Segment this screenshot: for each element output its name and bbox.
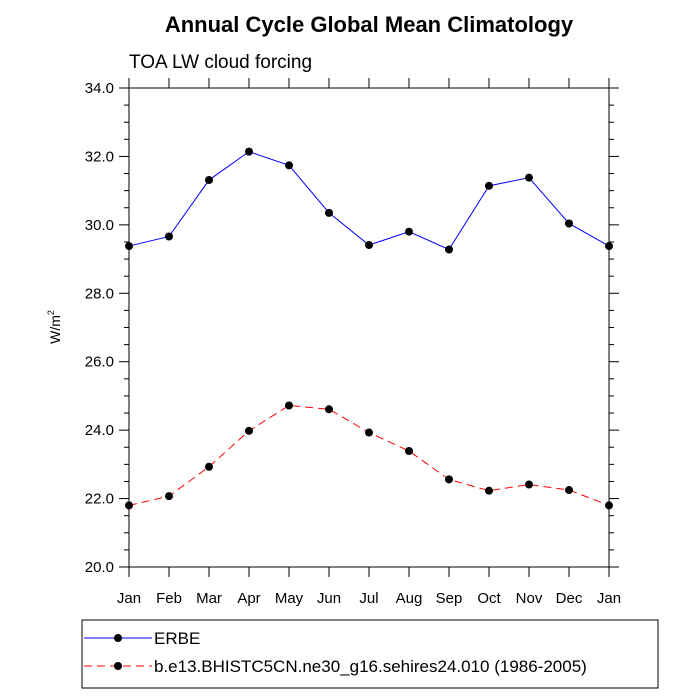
- series-1-point: [285, 161, 293, 170]
- series-1-point: [165, 232, 173, 241]
- legend-marker-2: [114, 662, 122, 670]
- y-axis-label: W/m2: [46, 310, 63, 344]
- legend-marker-1: [114, 634, 122, 642]
- y-tick-label: 30.0: [85, 217, 114, 234]
- x-tick-label: Mar: [196, 590, 222, 607]
- y-tick-label: 28.0: [85, 285, 114, 302]
- x-tick-label: Dec: [556, 590, 583, 607]
- plot-frame: [128, 87, 610, 568]
- series-1-point: [445, 245, 453, 254]
- x-tick-label: Nov: [516, 590, 543, 607]
- y-tick-label: 34.0: [85, 80, 114, 97]
- x-tick-label: May: [275, 590, 304, 607]
- chart-subtitle: TOA LW cloud forcing: [129, 52, 312, 73]
- x-tick-label: Jan: [597, 590, 621, 607]
- series-2-point: [325, 405, 333, 414]
- series-2-point: [445, 475, 453, 484]
- series-2-point: [605, 501, 613, 510]
- y-axis-label-unit: W/m: [47, 315, 63, 344]
- series-2-point: [565, 486, 573, 495]
- legend-label-2: b.e13.BHISTC5CN.ne30_g16.sehires24.010 (…: [154, 657, 587, 676]
- series-1-point: [205, 176, 213, 185]
- series-1-point: [605, 242, 613, 251]
- series-1-point: [565, 219, 573, 228]
- series-2-point: [165, 492, 173, 501]
- y-tick-label: 22.0: [85, 491, 114, 508]
- legend-box: [81, 619, 659, 689]
- chart-title: Annual Cycle Global Mean Climatology: [165, 12, 574, 37]
- y-tick-label: 20.0: [85, 559, 114, 576]
- x-tick-label: Feb: [156, 590, 182, 607]
- series-1-point: [365, 241, 373, 250]
- x-tick-label: Sep: [436, 590, 463, 607]
- plot-area: 20.0 22.0 24.0 26.0 28.0 30.0 32.0 34.0 Jan Feb Ma…: [85, 78, 621, 607]
- series-line-1: [128, 151, 610, 251]
- x-tick-label: Apr: [237, 590, 260, 607]
- series-2-point: [125, 501, 133, 510]
- series-2-point: [485, 486, 493, 495]
- series-2-point: [285, 401, 293, 410]
- y-axis-label-exponent: 2: [46, 310, 56, 315]
- series-1-point: [245, 147, 253, 156]
- series-1-point: [485, 181, 493, 190]
- x-tick-label: Oct: [477, 590, 501, 607]
- series-1-point: [525, 173, 533, 182]
- series-2-point: [205, 462, 213, 471]
- x-tick-label: Jun: [317, 590, 341, 607]
- legend-label-1: ERBE: [154, 629, 200, 648]
- series-2-point: [405, 447, 413, 456]
- x-tick-label: Aug: [396, 590, 423, 607]
- series-2-point: [245, 426, 253, 435]
- x-tick-label: Jan: [117, 590, 141, 607]
- y-tick-label: 26.0: [85, 354, 114, 371]
- series-2-point: [365, 428, 373, 437]
- series-1-point: [125, 242, 133, 251]
- series-1-point: [405, 227, 413, 236]
- series-2-point: [525, 480, 533, 489]
- y-tick-label: 24.0: [85, 422, 114, 439]
- series-1-point: [325, 208, 333, 217]
- series-line-2: [128, 404, 610, 506]
- legend: ERBE b.e13.BHISTC5CN.ne30_g16.sehires24.0…: [84, 629, 587, 676]
- x-tick-label: Jul: [359, 590, 378, 607]
- y-tick-label: 32.0: [85, 148, 114, 165]
